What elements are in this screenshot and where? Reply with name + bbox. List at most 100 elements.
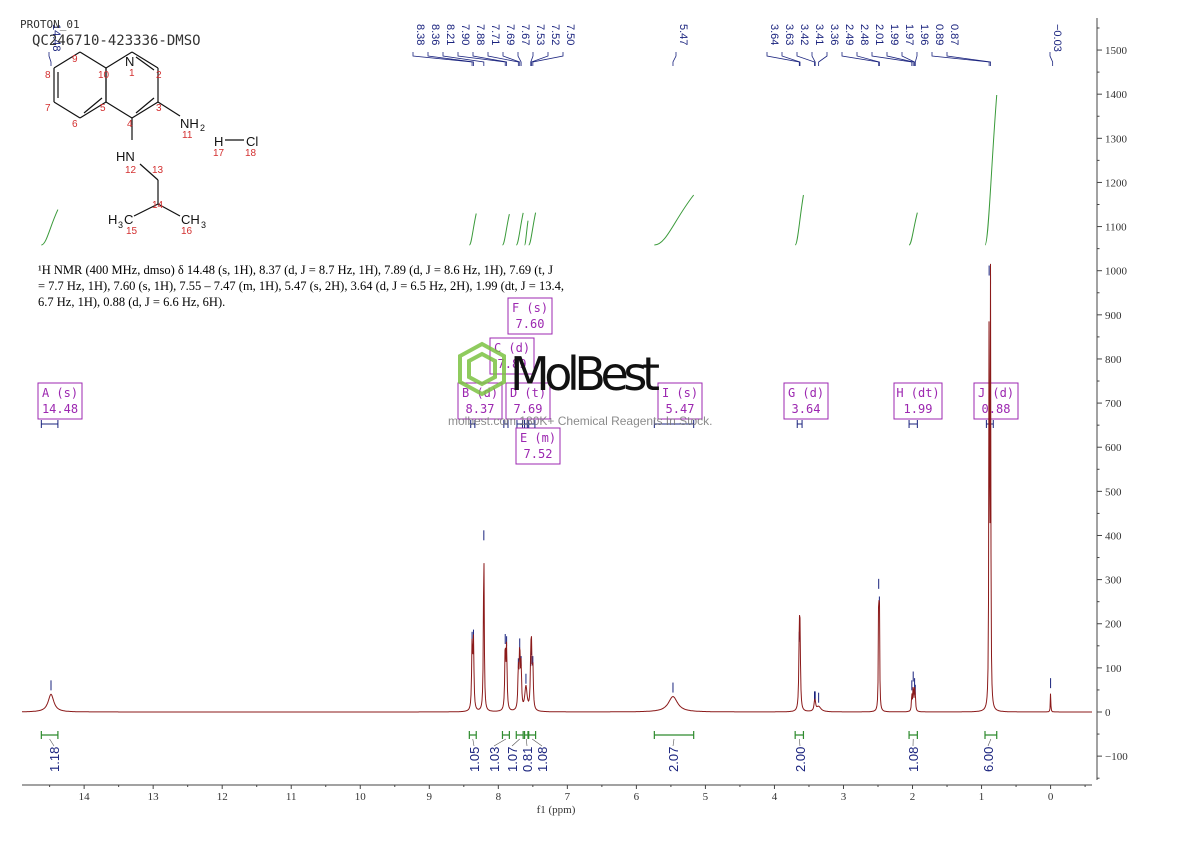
multiplet-box-A: A (s) 14.48 (37, 382, 83, 428)
y-tick-label: 800 (1105, 354, 1122, 366)
y-tick-label: 200 (1105, 619, 1122, 631)
peak-leader (871, 52, 913, 66)
integral-bar (523, 731, 529, 739)
spectrum-trace (21, 263, 1092, 713)
peak-labels: 14.48 8.38 8.36 8.21 7.90 7.88 7.71 7.69 7.67 7.5… (48, 24, 1063, 66)
integral-value: 1.05 (467, 747, 482, 772)
multiplet-range (40, 420, 59, 428)
peak-leader (427, 52, 474, 66)
peak-leader (818, 52, 828, 66)
y-tick-label: 1300 (1105, 133, 1128, 145)
watermark-tagline: molbest.com 180K+ Chemical Reagents In S… (448, 414, 713, 428)
atom-label: C (124, 212, 133, 227)
multiplet-range (528, 420, 536, 428)
integral-leader (525, 738, 528, 747)
peak-leader (412, 52, 473, 66)
multiplet-value: 7.60 (516, 317, 545, 331)
y-tick-label: 1000 (1105, 266, 1128, 278)
multiplet-box-J: J (d) 0.88 (973, 382, 1019, 428)
nmr-description: ¹H NMR (400 MHz, dmso) δ 14.48 (s, 1H), … (38, 262, 598, 310)
x-tick-label: 11 (286, 791, 297, 803)
integral-leader (472, 738, 475, 747)
bond (157, 203, 181, 217)
atom-label: 2 (200, 123, 205, 133)
hexagon-logo-icon (458, 341, 506, 397)
peak-label: 3.36 (828, 24, 840, 45)
bond (135, 56, 155, 71)
bond (157, 101, 181, 117)
peak-label: 1.97 (903, 24, 915, 45)
integral-curves (41, 94, 998, 246)
bond (79, 101, 107, 119)
bond (131, 101, 159, 119)
atom-number: 2 (156, 70, 162, 81)
multiplet-frame (507, 297, 553, 335)
y-tick-label: 1400 (1105, 89, 1128, 101)
integral-curve (654, 194, 695, 246)
multiplet-value: 1.99 (904, 402, 933, 416)
bond (105, 51, 133, 69)
integral-8: 1.08 (906, 731, 921, 772)
y-tick-label: −100 (1105, 751, 1128, 763)
integral-bar (501, 731, 510, 739)
peak-leader (766, 52, 800, 66)
integral-curve (794, 194, 804, 246)
multiplet-value: 7.52 (524, 447, 553, 461)
integral-3: 1.07 (505, 731, 524, 772)
logo-text: MolBest (510, 347, 660, 400)
multiplet-range (908, 420, 918, 428)
peak-label: 3.42 (798, 24, 810, 45)
peak-leader (672, 52, 677, 66)
atom-number: 4 (127, 119, 133, 130)
bond (133, 203, 159, 217)
integral-curve (468, 213, 477, 246)
multiplet-label: C (d) (494, 341, 530, 355)
integral-value: 0.81 (520, 747, 535, 772)
bond (135, 97, 155, 114)
peak-leader (517, 52, 522, 66)
integral-0: 1.18 (40, 731, 62, 772)
peak-leader (457, 52, 506, 66)
x-tick-label: 3 (841, 791, 847, 803)
y-tick-label: 300 (1105, 575, 1122, 587)
multiplet-box-E: E (m) 7.52 (515, 420, 561, 465)
multiplet-label: F (s) (512, 301, 548, 315)
multiplet-box-I: I (s) 5.47 (653, 382, 703, 428)
multiplet-label: D (t) (510, 386, 546, 400)
integral-leader (511, 738, 520, 747)
peak-leader (886, 52, 914, 66)
peak-label: 0.89 (933, 24, 945, 45)
y-tick-label: 1200 (1105, 177, 1128, 189)
integral-1: 1.05 (467, 731, 482, 772)
x-tick-label: 9 (427, 791, 433, 803)
integral-2: 1.03 (487, 731, 510, 772)
sample-id: QC246710-423336-DMSO (32, 33, 201, 49)
integral-bar (908, 731, 918, 739)
peak-label: 14.48 (50, 24, 62, 52)
multiplet-label: J (d) (978, 386, 1014, 400)
integral-leader (987, 738, 992, 747)
peak-label: 8.36 (429, 24, 441, 45)
multiplet-label: I (s) (662, 386, 698, 400)
peak-label: 7.71 (489, 24, 501, 45)
multiplet-range (470, 420, 476, 428)
atom-number: 8 (45, 70, 51, 81)
multiplet-range (503, 420, 509, 428)
integral-7: 2.00 (793, 731, 808, 772)
atom-label: N (125, 54, 134, 69)
multiplet-label: E (m) (520, 431, 556, 445)
peak-label: 1.96 (918, 24, 930, 45)
integral-leader (531, 738, 543, 747)
peak-label: 7.69 (504, 24, 516, 45)
peak-label: 1.99 (888, 24, 900, 45)
peak-leader (856, 52, 880, 66)
spectrum-title: PROTON_01 (20, 18, 80, 31)
integral-5: 1.08 (528, 731, 550, 772)
integral-value: 1.03 (487, 747, 502, 772)
nmr-line-1: ¹H NMR (400 MHz, dmso) δ 14.48 (s, 1H), … (38, 263, 554, 277)
integral-bar (653, 731, 695, 739)
atom-number: 3 (156, 103, 162, 114)
integral-bar (794, 731, 805, 739)
y-tick-label: 1500 (1105, 45, 1128, 57)
peak-label: 7.88 (474, 24, 486, 45)
